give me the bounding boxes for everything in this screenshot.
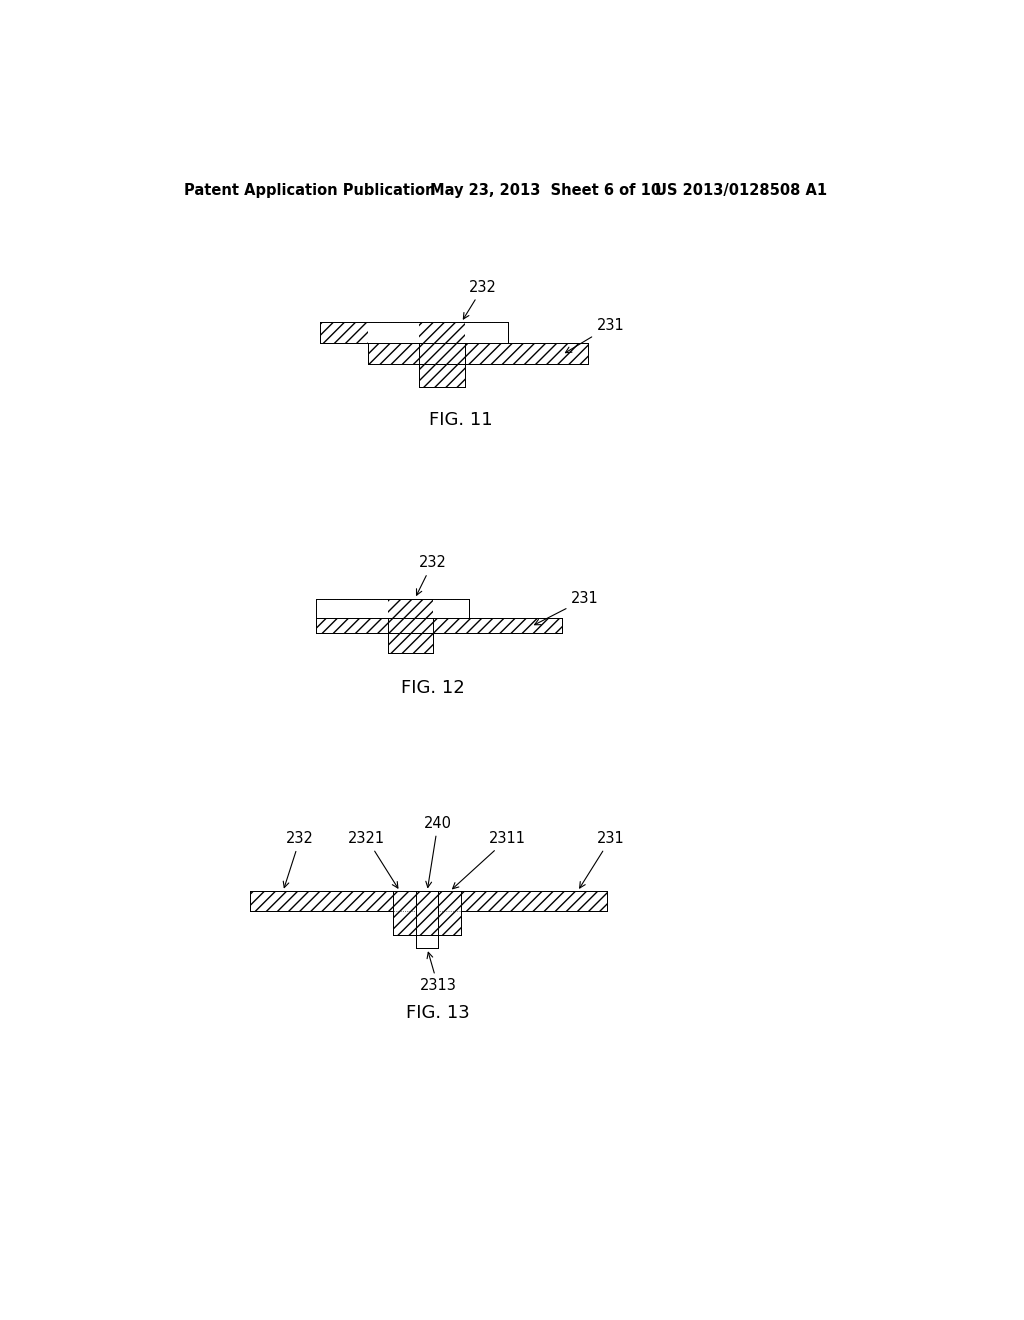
Bar <box>316 599 469 618</box>
Bar <box>369 343 588 364</box>
Bar <box>251 891 417 911</box>
Bar <box>321 322 508 343</box>
Text: FIG. 11: FIG. 11 <box>429 412 494 429</box>
Text: US 2013/0128508 A1: US 2013/0128508 A1 <box>655 183 827 198</box>
Text: FIG. 12: FIG. 12 <box>400 680 465 697</box>
Bar <box>369 322 419 343</box>
Bar <box>321 322 508 343</box>
Bar <box>417 891 438 935</box>
Text: 232: 232 <box>464 280 497 319</box>
Bar <box>438 891 607 911</box>
Text: 231: 231 <box>535 591 599 624</box>
Bar <box>438 891 607 911</box>
Bar <box>438 891 461 935</box>
Text: May 23, 2013  Sheet 6 of 10: May 23, 2013 Sheet 6 of 10 <box>430 183 662 198</box>
Bar <box>316 618 562 634</box>
Bar <box>321 322 369 343</box>
Bar <box>393 891 417 935</box>
Bar <box>316 618 562 634</box>
Text: 231: 231 <box>580 832 625 888</box>
Bar <box>251 891 417 911</box>
Bar <box>465 322 508 343</box>
Text: 231: 231 <box>565 318 625 352</box>
Text: 240: 240 <box>424 816 452 887</box>
Bar <box>316 599 469 618</box>
Bar <box>417 891 438 935</box>
Bar <box>417 891 438 911</box>
Bar <box>388 634 432 653</box>
Bar <box>316 599 388 618</box>
Text: 232: 232 <box>284 832 314 887</box>
Bar <box>417 935 438 949</box>
Text: FIG. 13: FIG. 13 <box>407 1005 470 1022</box>
Bar <box>432 599 469 618</box>
Text: 2313: 2313 <box>420 952 457 994</box>
Text: 2321: 2321 <box>348 832 398 888</box>
Text: Patent Application Publication: Patent Application Publication <box>183 183 435 198</box>
Text: 232: 232 <box>417 556 446 595</box>
Bar <box>369 343 588 364</box>
Bar <box>419 364 465 387</box>
Text: 2311: 2311 <box>453 832 526 888</box>
Bar <box>417 935 438 949</box>
Bar <box>321 326 508 343</box>
